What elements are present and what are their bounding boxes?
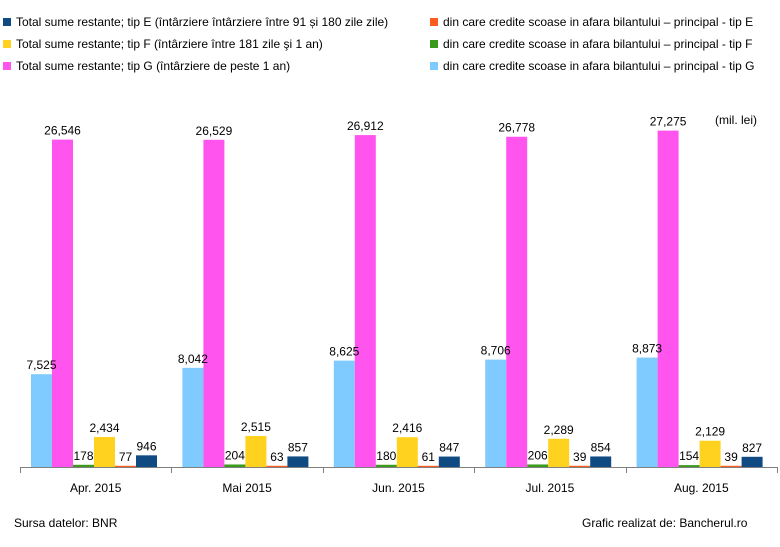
value-label-apr-2015-series-1: 26,546: [44, 124, 81, 138]
bar-aug-2015-series-1: [657, 130, 679, 467]
value-label-aug-2015-series-2: 154: [679, 449, 699, 463]
bar-mai-2015-series-1: [203, 139, 225, 467]
value-label-jul-2015-series-3: 2,289: [544, 423, 574, 437]
credit-label: Grafic realizat de: Bancherul.ro: [582, 516, 748, 530]
legend-item-offbs-g: din care credite scoase in afara bilantu…: [430, 59, 755, 73]
bar-mai-2015-series-2: [224, 464, 246, 467]
x-tick-label-aug-2015: Aug. 2015: [674, 481, 729, 495]
bar-mai-2015-series-0: [182, 367, 204, 467]
x-tick-label-mai-2015: Mai 2015: [222, 481, 272, 495]
bar-mai-2015-series-3: [245, 435, 267, 467]
x-tick-label-apr-2015: Apr. 2015: [70, 481, 122, 495]
bar-aug-2015-series-0: [636, 357, 658, 467]
value-label-jul-2015-series-2: 206: [528, 448, 548, 462]
value-label-aug-2015-series-1: 27,275: [650, 115, 687, 129]
bar-apr-2015-series-1: [52, 139, 73, 467]
bar-apr-2015-series-5: [136, 455, 157, 467]
value-label-mai-2015-series-3: 2,515: [241, 420, 271, 434]
bar-aug-2015-series-2: [678, 465, 700, 467]
bar-jun-2015-series-0: [333, 360, 355, 467]
bar-jun-2015-series-5: [438, 456, 460, 467]
legend: Total sume restante; tip E (întârziere î…: [0, 0, 780, 80]
bar-mai-2015-series-4: [266, 465, 288, 467]
value-label-jul-2015-series-1: 26,778: [498, 121, 535, 135]
value-label-jun-2015-series-2: 180: [376, 449, 396, 463]
value-label-mai-2015-series-4: 63: [270, 450, 284, 464]
legend-label-offbs-e: din care credite scoase in afara bilantu…: [443, 15, 754, 29]
bar-jul-2015-series-3: [548, 438, 570, 467]
value-label-jun-2015-series-0: 8,625: [329, 345, 359, 359]
bars-layer: [31, 130, 763, 467]
value-label-mai-2015-series-2: 204: [225, 448, 245, 462]
value-label-jun-2015-series-4: 61: [422, 450, 436, 464]
bar-jun-2015-series-4: [417, 465, 439, 467]
x-tick-label-jul-2015: Jul. 2015: [526, 481, 575, 495]
bar-jun-2015-series-2: [375, 464, 397, 467]
legend-label-offbs-g: din care credite scoase in afara bilantu…: [443, 59, 755, 73]
legend-item-total-e: Total sume restante; tip E (întârziere î…: [3, 15, 388, 29]
legend-item-offbs-f: din care credite scoase in afara bilantu…: [430, 37, 753, 51]
legend-swatch-total-f: [3, 40, 11, 48]
value-label-aug-2015-series-0: 8,873: [632, 342, 662, 356]
value-label-apr-2015-series-4: 77: [119, 450, 133, 464]
legend-label-total-f: Total sume restante; tip F (întârziere î…: [16, 37, 323, 51]
bar-jun-2015-series-1: [354, 135, 376, 467]
value-label-apr-2015-series-3: 2,434: [89, 421, 119, 435]
bar-jul-2015-series-4: [569, 465, 591, 467]
value-label-aug-2015-series-5: 827: [742, 441, 762, 455]
value-label-jun-2015-series-1: 26,912: [347, 119, 384, 133]
bar-aug-2015-series-4: [720, 465, 742, 467]
value-label-apr-2015-series-5: 946: [136, 439, 156, 453]
value-label-aug-2015-series-3: 2,129: [695, 425, 725, 439]
bar-jul-2015-series-5: [590, 456, 612, 467]
bar-apr-2015-series-0: [31, 374, 52, 467]
value-label-mai-2015-series-5: 857: [288, 440, 308, 454]
legend-swatch-offbs-f: [430, 40, 438, 48]
legend-label-offbs-f: din care credite scoase in afara bilantu…: [443, 37, 753, 51]
value-label-mai-2015-series-1: 26,529: [196, 124, 233, 138]
bar-apr-2015-series-2: [73, 464, 94, 467]
bar-mai-2015-series-5: [287, 456, 309, 467]
value-label-jun-2015-series-5: 847: [439, 441, 459, 455]
bar-jul-2015-series-2: [527, 464, 549, 467]
value-label-jul-2015-series-5: 854: [591, 440, 611, 454]
legend-item-offbs-e: din care credite scoase in afara bilantu…: [430, 15, 753, 29]
value-label-jul-2015-series-4: 39: [573, 450, 587, 464]
value-label-jun-2015-series-3: 2,416: [392, 421, 422, 435]
value-label-jul-2015-series-0: 8,706: [481, 344, 511, 358]
bar-apr-2015-series-3: [94, 436, 115, 467]
legend-swatch-offbs-g: [430, 62, 438, 70]
value-label-mai-2015-series-0: 8,042: [178, 352, 208, 366]
value-label-aug-2015-series-4: 39: [724, 450, 738, 464]
legend-swatch-offbs-e: [430, 18, 438, 26]
source-label: Sursa datelor: BNR: [14, 516, 118, 530]
bar-aug-2015-series-5: [741, 456, 763, 467]
legend-label-total-e: Total sume restante; tip E (întârziere î…: [16, 15, 389, 29]
x-tick-label-jun-2015: Jun. 2015: [372, 481, 425, 495]
bar-jun-2015-series-3: [396, 437, 418, 467]
bar-jul-2015-series-0: [485, 359, 507, 467]
bar-aug-2015-series-3: [699, 440, 721, 467]
legend-swatch-total-e: [3, 18, 11, 26]
legend-swatch-total-g: [3, 62, 11, 70]
legend-label-total-g: Total sume restante; tip G (întârziere d…: [16, 59, 291, 73]
legend-item-total-g: Total sume restante; tip G (întârziere d…: [3, 59, 290, 73]
unit-label: (mil. lei): [715, 113, 757, 127]
value-label-apr-2015-series-0: 7,525: [26, 358, 56, 372]
value-label-apr-2015-series-2: 178: [73, 449, 93, 463]
legend-item-total-f: Total sume restante; tip F (întârziere î…: [3, 37, 323, 51]
x-axis: Apr. 2015 Mai 2015 Jun. 2015 Jul. 2015 Aug. …: [20, 467, 778, 495]
bar-apr-2015-series-4: [115, 465, 136, 467]
bar-jul-2015-series-1: [506, 136, 528, 467]
